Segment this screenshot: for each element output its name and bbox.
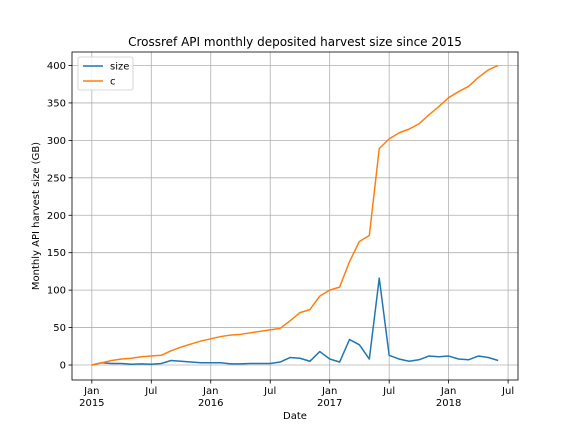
y-tick-label: 100: [47, 286, 66, 297]
x-tick-label-month: Jan: [440, 386, 456, 397]
x-tick-label-year: 2017: [317, 398, 342, 409]
x-tick-label-month: Jul: [144, 386, 157, 397]
legend-label-size: size: [110, 62, 129, 73]
x-tick-label-year: 2016: [198, 398, 223, 409]
y-tick-label: 200: [47, 211, 66, 222]
x-tick-label-month: Jan: [321, 386, 337, 397]
legend-label-c: c: [110, 77, 116, 88]
x-tick-label-month: Jul: [501, 386, 514, 397]
legend: size c: [77, 56, 134, 91]
series-lines: [91, 64, 499, 366]
series-line-c: [91, 64, 499, 366]
chart-title: Crossref API monthly deposited harvest s…: [128, 35, 462, 49]
x-tick-label-year: 2018: [436, 398, 461, 409]
y-tick-label: 350: [47, 98, 66, 109]
x-tick-label-month: Jan: [83, 386, 99, 397]
y-tick-label: 400: [47, 61, 66, 72]
x-tick-label-month: Jul: [382, 386, 395, 397]
x-tick-label-year: 2015: [79, 398, 104, 409]
x-axis-label: Date: [283, 411, 307, 422]
y-axis-label: Monthly API harvest size (GB): [31, 142, 42, 290]
y-tick-label: 50: [53, 323, 66, 334]
y-tick-label: 250: [47, 173, 66, 184]
y-tick-label: 0: [60, 361, 66, 372]
y-tick-label: 150: [47, 248, 66, 259]
y-tick-label: 300: [47, 136, 66, 147]
x-tick-label-month: Jul: [263, 386, 276, 397]
grid: [72, 52, 518, 380]
y-axis: 0 50 100 150 200 250 300 350 400: [47, 61, 72, 372]
x-tick-label-month: Jan: [202, 386, 218, 397]
series-line-size: [91, 277, 499, 366]
plot-frame: [71, 51, 519, 381]
